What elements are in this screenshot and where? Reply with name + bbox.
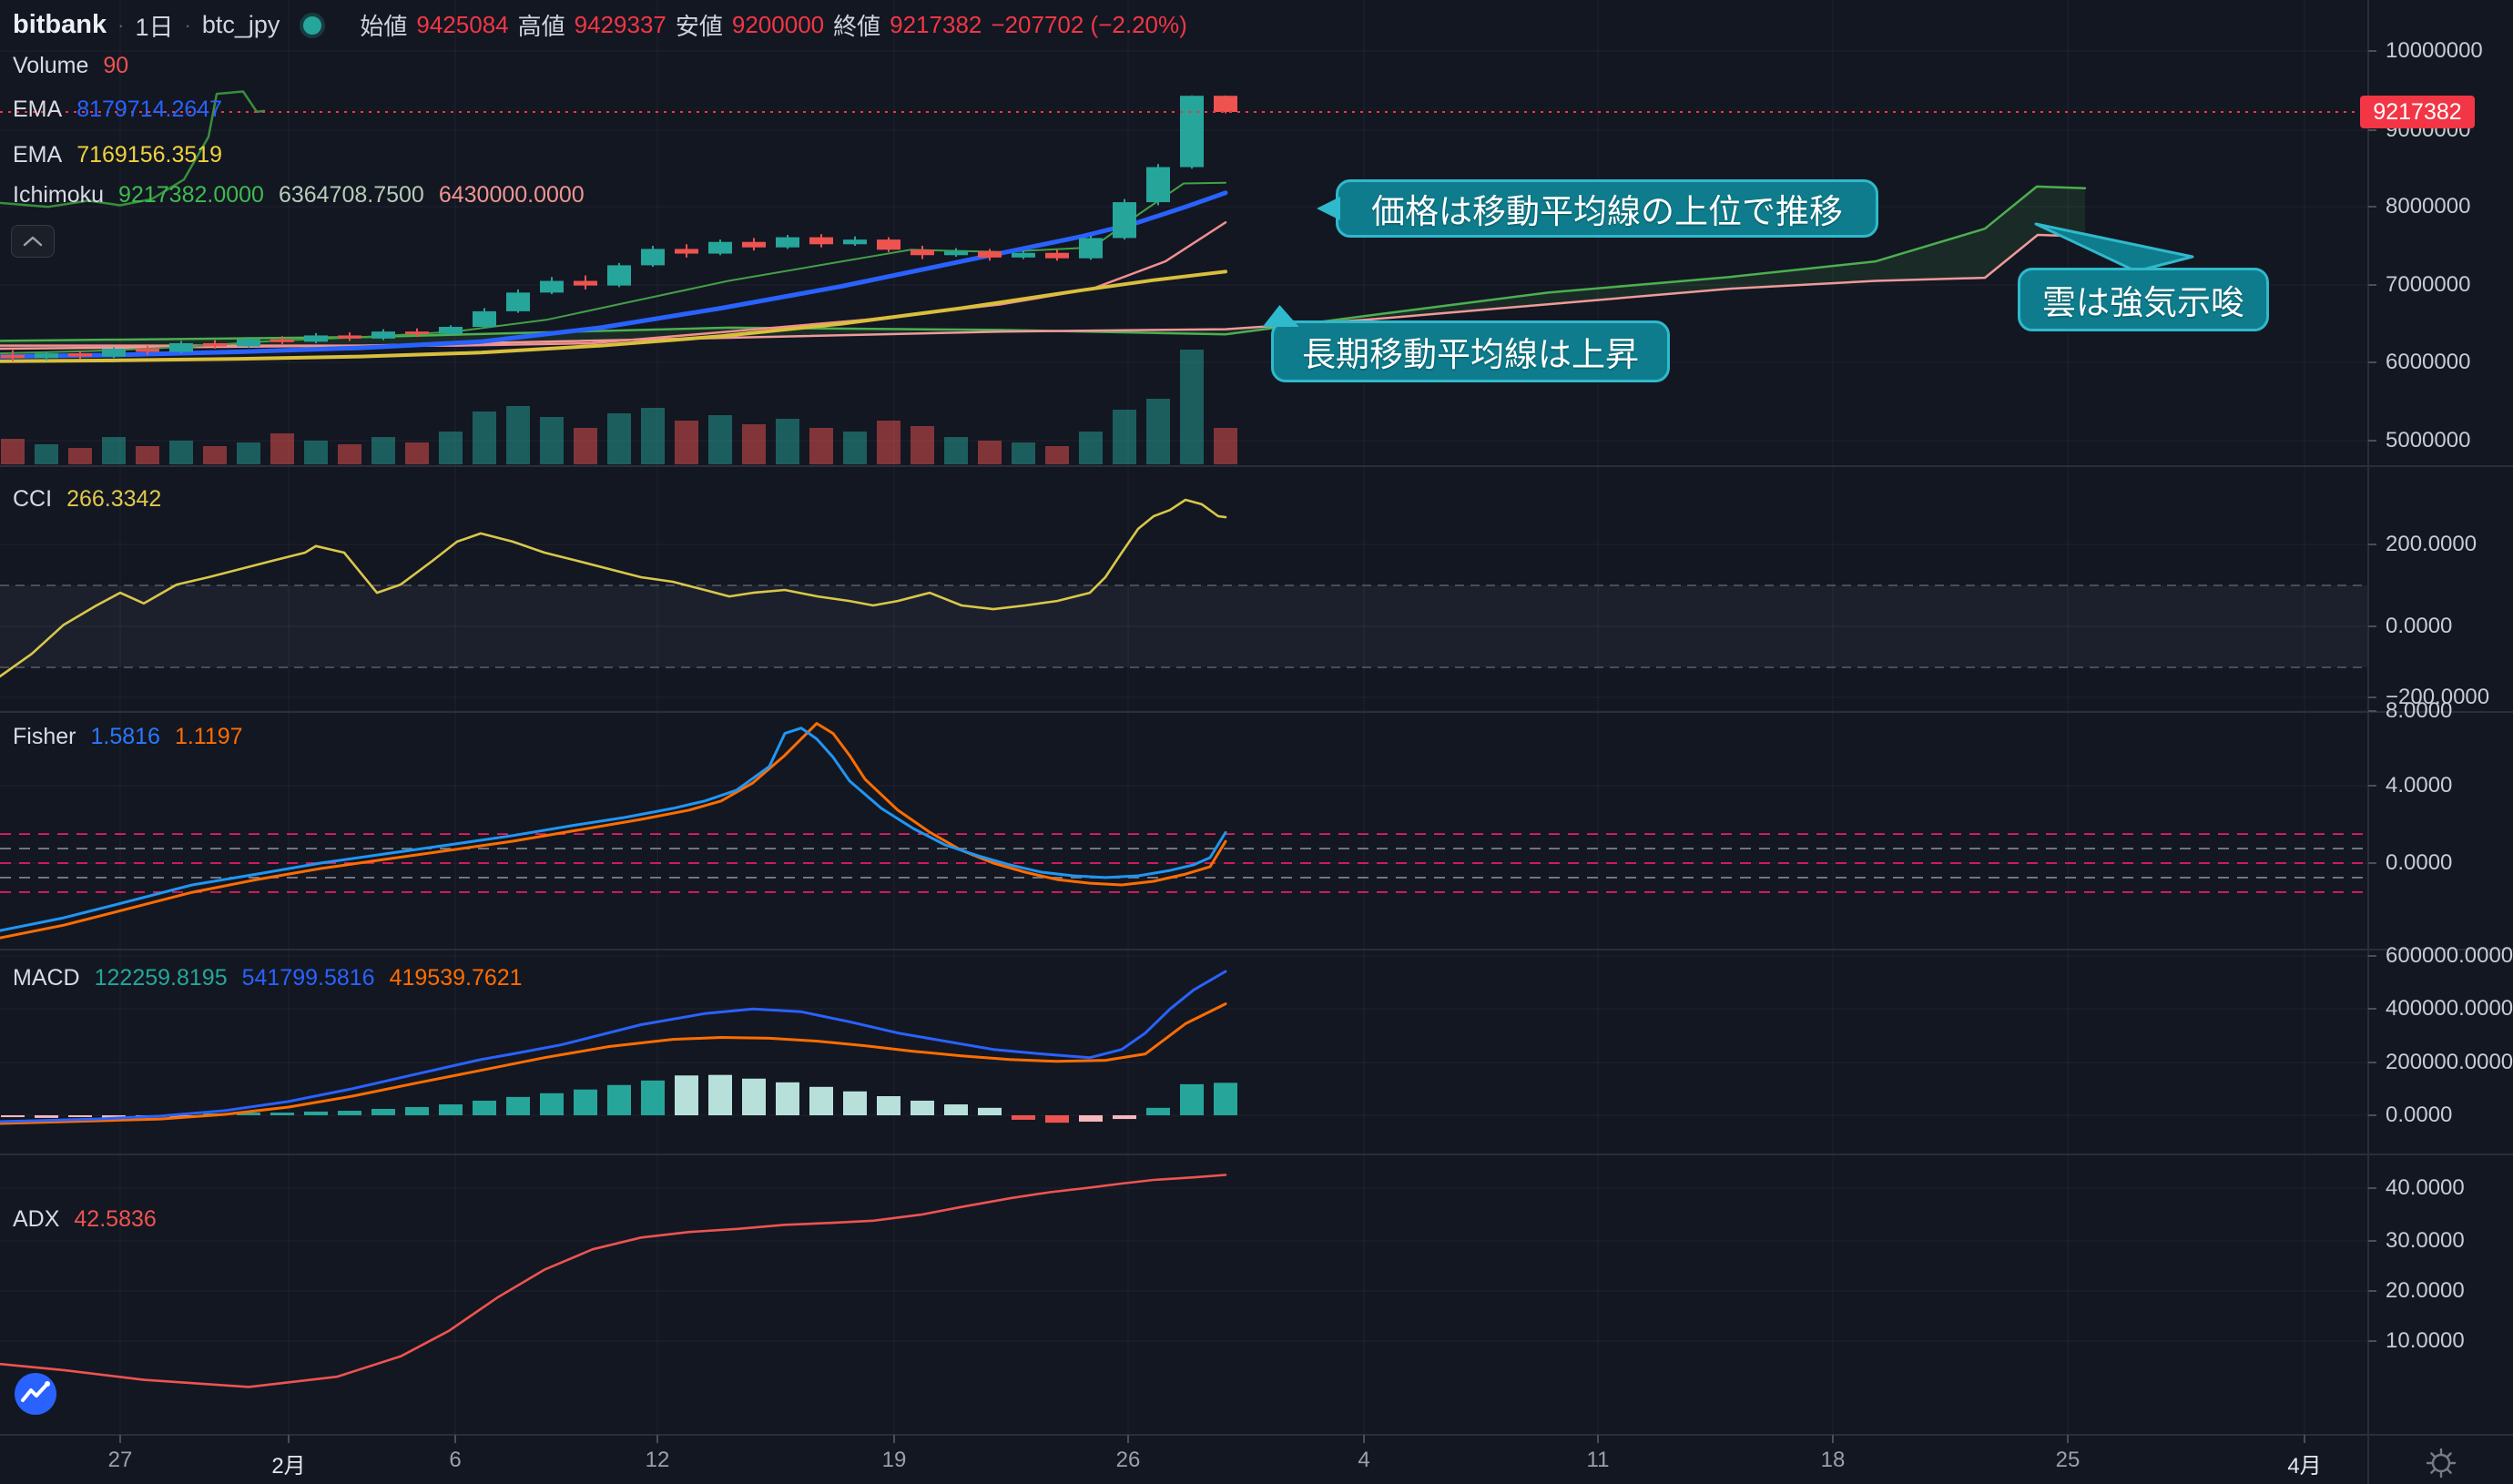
price-axis-label: 8.0000 [2386,698,2453,723]
separator-dot: · [184,13,191,36]
adx-value: 42.5836 [74,1206,157,1232]
axis-settings-button[interactable] [2422,1444,2460,1484]
time-axis-label: 25 [2055,1448,2081,1472]
ema-fast-label: EMA [13,97,63,122]
low-value: 9200000 [731,11,825,38]
chevron-up-icon [23,236,43,247]
symbol-name[interactable]: btc_jpy [201,11,280,38]
price-axis-label: 400000.0000 [2386,996,2513,1021]
time-axis-label: 19 [881,1448,907,1472]
legend-ema-slow[interactable]: EMA 7169156.3519 [13,142,222,168]
annotation-long-ma-rising: 長期移動平均線は上昇 [1271,320,1670,382]
time-axis-label: 26 [1115,1448,1141,1472]
chart-header: bitbank · 1日 · btc_jpy 始値 9425084 高値 942… [13,7,1187,43]
open-label: 始値 [360,13,408,40]
macd-hist-value: 122259.8195 [94,965,228,991]
fisher-value: 1.5816 [90,724,160,749]
price-axis-label: 20.0000 [2386,1278,2465,1303]
ohlc-readout: 始値 9425084 高値 9429337 安値 9200000 終値 9217… [360,8,1186,42]
volume-label: Volume [13,53,89,78]
cci-value: 266.3342 [66,486,162,512]
fisher-trigger-value: 1.1197 [174,724,243,749]
legend-volume[interactable]: Volume 90 [13,53,128,79]
open-value: 9425084 [416,11,509,38]
low-label: 安値 [675,13,723,40]
cci-label: CCI [13,486,53,512]
legend-adx[interactable]: ADX 42.5836 [13,1206,157,1233]
macd-label: MACD [13,965,80,991]
time-axis-label: 4 [1358,1448,1370,1472]
ichimoku-value-1: 9217382.0000 [118,182,264,208]
annotation-price-above-ma: 価格は移動平均線の上位で推移 [1317,179,1878,238]
collapse-legend-button[interactable] [11,225,55,258]
time-axis-label: 27 [107,1448,133,1472]
close-label: 終値 [833,13,881,40]
volume-value: 90 [103,53,129,78]
time-axis-label: 2月 [271,1454,306,1479]
price-axis-label: −200.0000 [2386,685,2490,709]
time-axis-label: 12 [645,1448,670,1472]
price-axis-label: 7000000 [2386,272,2471,297]
legend-cci[interactable]: CCI 266.3342 [13,486,161,513]
legend-ema-fast[interactable]: EMA 8179714.2647 [13,97,222,123]
last-price-badge: 9217382 [2360,96,2475,128]
price-axis-label: 0.0000 [2386,614,2453,638]
price-axis-label: 40.0000 [2386,1175,2465,1200]
price-axis-label: 200000.0000 [2386,1050,2513,1074]
price-axis-label: 6000000 [2386,350,2471,374]
fisher-label: Fisher [13,724,76,749]
price-axis-label: 600000.0000 [2386,943,2513,968]
annotation-cloud-bullish: 雲は強気示唆 [2018,268,2269,331]
annotation-arrow [2034,222,2194,273]
market-status-icon [300,12,326,38]
price-axis-label: 5000000 [2386,428,2471,452]
gear-icon [2426,1448,2457,1479]
time-axis-label: 6 [449,1448,462,1472]
price-axis-label: 200.0000 [2386,532,2477,556]
chart-logo-icon [15,1373,56,1415]
price-axis-label: 0.0000 [2386,1103,2453,1127]
legend-ichimoku[interactable]: Ichimoku 9217382.0000 6364708.7500 64300… [13,182,585,208]
price-axis-label: 10.0000 [2386,1328,2465,1353]
legend-macd[interactable]: MACD 122259.8195 541799.5816 419539.7621 [13,965,523,991]
ema-fast-value: 8179714.2647 [76,97,223,122]
high-label: 高値 [517,13,565,40]
ichimoku-label: Ichimoku [13,182,105,208]
interval-selector[interactable]: 1日 [135,14,174,41]
close-value: 9217382 [890,11,982,38]
ema-slow-label: EMA [13,142,63,168]
adx-label: ADX [13,1206,60,1232]
time-axis-label: 4月 [2287,1454,2322,1479]
watermark-logo[interactable] [13,1371,58,1421]
price-axis-label: 10000000 [2386,38,2483,63]
macd-signal-value: 419539.7621 [389,965,523,991]
price-axis-label: 0.0000 [2386,850,2453,875]
price-axis-label: 8000000 [2386,194,2471,219]
legend-fisher[interactable]: Fisher 1.5816 1.1197 [13,724,243,750]
time-axis[interactable] [0,1435,2513,1484]
price-axis-label: 4.0000 [2386,773,2453,798]
time-axis-label: 18 [1820,1448,1846,1472]
ichimoku-value-3: 6430000.0000 [438,182,585,208]
separator-dot: · [117,13,125,36]
exchange-name[interactable]: bitbank [13,10,107,39]
price-axis-label: 30.0000 [2386,1228,2465,1253]
ichimoku-value-2: 6364708.7500 [278,182,424,208]
macd-line-value: 541799.5816 [241,965,375,991]
time-axis-label: 11 [1586,1448,1610,1472]
high-value: 9429337 [574,11,666,38]
ema-slow-value: 7169156.3519 [76,142,223,168]
change-value: −207702 (−2.20%) [991,11,1187,38]
